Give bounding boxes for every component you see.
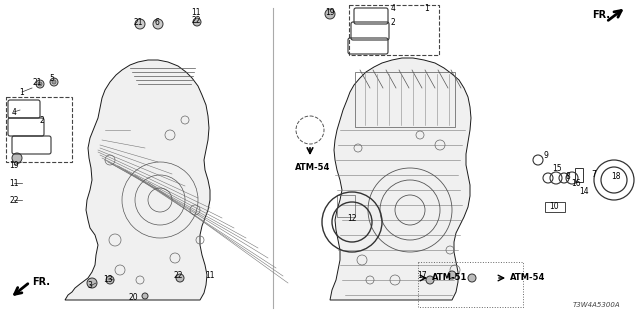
- Circle shape: [36, 80, 44, 88]
- Text: 19: 19: [325, 7, 335, 17]
- Bar: [545, 202, 565, 212]
- Text: ATM-54: ATM-54: [510, 273, 545, 282]
- Text: 8: 8: [566, 172, 570, 180]
- Text: 21: 21: [133, 18, 143, 27]
- Circle shape: [426, 276, 434, 284]
- Circle shape: [87, 278, 97, 288]
- Text: 16: 16: [571, 179, 581, 188]
- Text: 4: 4: [12, 108, 17, 116]
- Polygon shape: [65, 60, 210, 300]
- Text: 21: 21: [32, 77, 42, 86]
- Bar: [355, 72, 455, 127]
- Text: 20: 20: [128, 292, 138, 301]
- Circle shape: [448, 271, 456, 279]
- Text: 10: 10: [549, 202, 559, 211]
- Text: 4: 4: [390, 4, 396, 12]
- Bar: [418, 262, 523, 307]
- Text: 11: 11: [9, 179, 19, 188]
- Text: 22: 22: [9, 196, 19, 204]
- Text: FR.: FR.: [32, 277, 50, 287]
- Text: FR.: FR.: [592, 10, 610, 20]
- Text: 17: 17: [417, 271, 427, 281]
- Text: 18: 18: [611, 172, 621, 180]
- Circle shape: [468, 274, 476, 282]
- Text: 14: 14: [579, 187, 589, 196]
- Text: 15: 15: [552, 164, 562, 172]
- Text: 11: 11: [191, 7, 201, 17]
- Text: 1: 1: [424, 4, 429, 12]
- Text: 6: 6: [155, 18, 159, 27]
- Text: 2: 2: [40, 116, 44, 124]
- Bar: [349, 5, 439, 55]
- Text: ATM-54: ATM-54: [295, 163, 330, 172]
- Text: 9: 9: [543, 150, 548, 159]
- Bar: [575, 168, 583, 182]
- Circle shape: [193, 18, 201, 26]
- Circle shape: [106, 276, 114, 284]
- Text: 22: 22: [173, 271, 183, 281]
- Circle shape: [38, 82, 42, 86]
- Circle shape: [142, 293, 148, 299]
- Circle shape: [325, 9, 335, 19]
- Text: 12: 12: [348, 213, 356, 222]
- Circle shape: [153, 19, 163, 29]
- Circle shape: [50, 78, 58, 86]
- Circle shape: [52, 80, 56, 84]
- Polygon shape: [330, 58, 471, 300]
- Text: 13: 13: [103, 275, 113, 284]
- Text: 7: 7: [591, 170, 596, 179]
- Circle shape: [135, 19, 145, 29]
- Text: 1: 1: [20, 87, 24, 97]
- Bar: [337, 195, 355, 217]
- Text: 3: 3: [88, 282, 92, 291]
- Text: 5: 5: [49, 74, 54, 83]
- Text: ATM-51: ATM-51: [432, 273, 467, 282]
- Text: 19: 19: [9, 161, 19, 170]
- Text: 2: 2: [390, 18, 396, 27]
- Bar: [6, 97, 72, 162]
- Text: 11: 11: [205, 271, 215, 281]
- Circle shape: [176, 274, 184, 282]
- Text: T3W4A5300A: T3W4A5300A: [572, 302, 620, 308]
- Circle shape: [12, 153, 22, 163]
- Text: 22: 22: [191, 15, 201, 25]
